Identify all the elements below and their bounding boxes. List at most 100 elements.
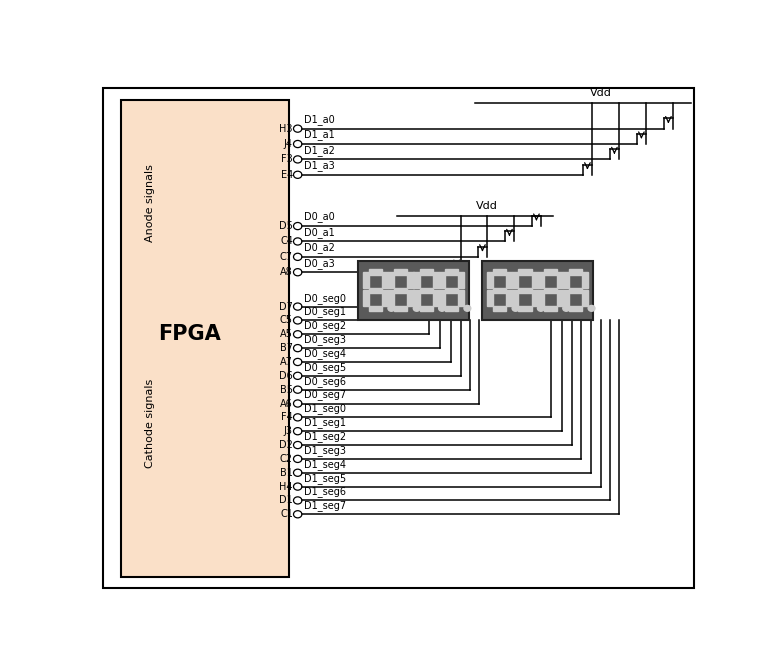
Bar xyxy=(445,269,458,274)
Bar xyxy=(369,269,382,274)
Bar xyxy=(569,306,582,311)
Bar xyxy=(358,260,469,320)
Text: D0_seg4: D0_seg4 xyxy=(304,348,346,359)
Text: H3: H3 xyxy=(279,124,293,134)
Bar xyxy=(532,272,538,288)
Bar xyxy=(582,290,588,306)
Text: D1: D1 xyxy=(279,496,293,505)
Circle shape xyxy=(563,306,570,311)
Bar xyxy=(413,290,420,306)
Text: D0_seg1: D0_seg1 xyxy=(304,306,346,318)
Bar xyxy=(458,290,464,306)
Text: D1_a1: D1_a1 xyxy=(304,129,335,141)
Text: A6: A6 xyxy=(280,398,293,408)
Bar xyxy=(512,290,519,306)
Bar xyxy=(363,290,369,306)
Text: D0_seg3: D0_seg3 xyxy=(304,334,346,345)
Bar xyxy=(458,272,464,288)
Text: J4: J4 xyxy=(284,139,293,149)
Circle shape xyxy=(388,306,395,311)
Bar xyxy=(420,269,433,274)
Text: Vdd: Vdd xyxy=(590,88,611,98)
Text: D1_a0: D1_a0 xyxy=(304,114,335,125)
Bar xyxy=(482,260,593,320)
Text: D1_seg2: D1_seg2 xyxy=(304,431,347,442)
Text: B5: B5 xyxy=(280,385,293,395)
Bar xyxy=(519,288,532,293)
Bar xyxy=(506,272,512,288)
Text: FPGA: FPGA xyxy=(159,324,221,344)
Bar xyxy=(557,290,563,306)
Bar xyxy=(388,272,394,288)
Bar xyxy=(543,288,557,293)
Bar xyxy=(394,269,407,274)
Bar xyxy=(487,290,493,306)
Bar xyxy=(394,306,407,311)
Bar xyxy=(433,290,439,306)
Text: H4: H4 xyxy=(279,482,293,492)
Bar xyxy=(382,290,389,306)
Bar xyxy=(394,288,407,293)
Text: D1_seg3: D1_seg3 xyxy=(304,445,346,456)
Bar xyxy=(445,288,458,293)
Bar xyxy=(543,269,557,274)
Bar xyxy=(543,306,557,311)
Text: D0_a3: D0_a3 xyxy=(304,258,335,268)
Bar xyxy=(493,306,506,311)
Text: D2: D2 xyxy=(279,440,293,450)
Bar xyxy=(382,272,389,288)
Bar xyxy=(557,272,563,288)
Bar xyxy=(413,272,420,288)
Bar xyxy=(420,288,433,293)
Circle shape xyxy=(537,306,544,311)
Bar xyxy=(363,272,369,288)
Bar xyxy=(519,269,532,274)
Text: D1_seg6: D1_seg6 xyxy=(304,486,346,498)
Bar xyxy=(519,306,532,311)
Bar xyxy=(493,269,506,274)
Bar xyxy=(563,272,569,288)
Text: D0_a0: D0_a0 xyxy=(304,212,335,222)
Text: D1_a3: D1_a3 xyxy=(304,161,335,171)
Text: D1_seg1: D1_seg1 xyxy=(304,417,346,428)
Text: J3: J3 xyxy=(284,426,293,436)
Bar xyxy=(369,288,382,293)
Circle shape xyxy=(512,306,519,311)
Text: D0_seg7: D0_seg7 xyxy=(304,390,347,400)
Text: F4: F4 xyxy=(281,412,293,422)
Bar xyxy=(439,290,445,306)
Bar xyxy=(512,272,519,288)
Bar xyxy=(407,290,413,306)
Text: C2: C2 xyxy=(280,454,293,464)
Text: D0_a2: D0_a2 xyxy=(304,242,335,253)
Text: A5: A5 xyxy=(280,329,293,339)
Bar xyxy=(445,306,458,311)
Bar xyxy=(532,290,538,306)
Text: D0_seg5: D0_seg5 xyxy=(304,362,347,373)
Circle shape xyxy=(588,306,595,311)
Bar xyxy=(407,272,413,288)
Circle shape xyxy=(439,306,446,311)
Text: B1: B1 xyxy=(280,468,293,478)
Text: D1_seg7: D1_seg7 xyxy=(304,500,347,511)
Text: D1_seg4: D1_seg4 xyxy=(304,459,346,470)
Text: Vdd: Vdd xyxy=(476,200,498,210)
Text: D5: D5 xyxy=(279,221,293,231)
Text: D1_seg0: D1_seg0 xyxy=(304,404,346,414)
Bar xyxy=(537,290,543,306)
Bar xyxy=(563,290,569,306)
Text: E4: E4 xyxy=(281,170,293,180)
Bar xyxy=(493,288,506,293)
Text: D1_a2: D1_a2 xyxy=(304,145,335,156)
Bar xyxy=(582,272,588,288)
Text: C1: C1 xyxy=(280,509,293,519)
Bar xyxy=(569,288,582,293)
Bar xyxy=(537,272,543,288)
Bar xyxy=(506,290,512,306)
Text: D7: D7 xyxy=(279,302,293,312)
Bar xyxy=(433,272,439,288)
Bar xyxy=(369,306,382,311)
Bar xyxy=(420,306,433,311)
Text: F3: F3 xyxy=(281,155,293,165)
Text: Cathode signals: Cathode signals xyxy=(145,379,155,468)
